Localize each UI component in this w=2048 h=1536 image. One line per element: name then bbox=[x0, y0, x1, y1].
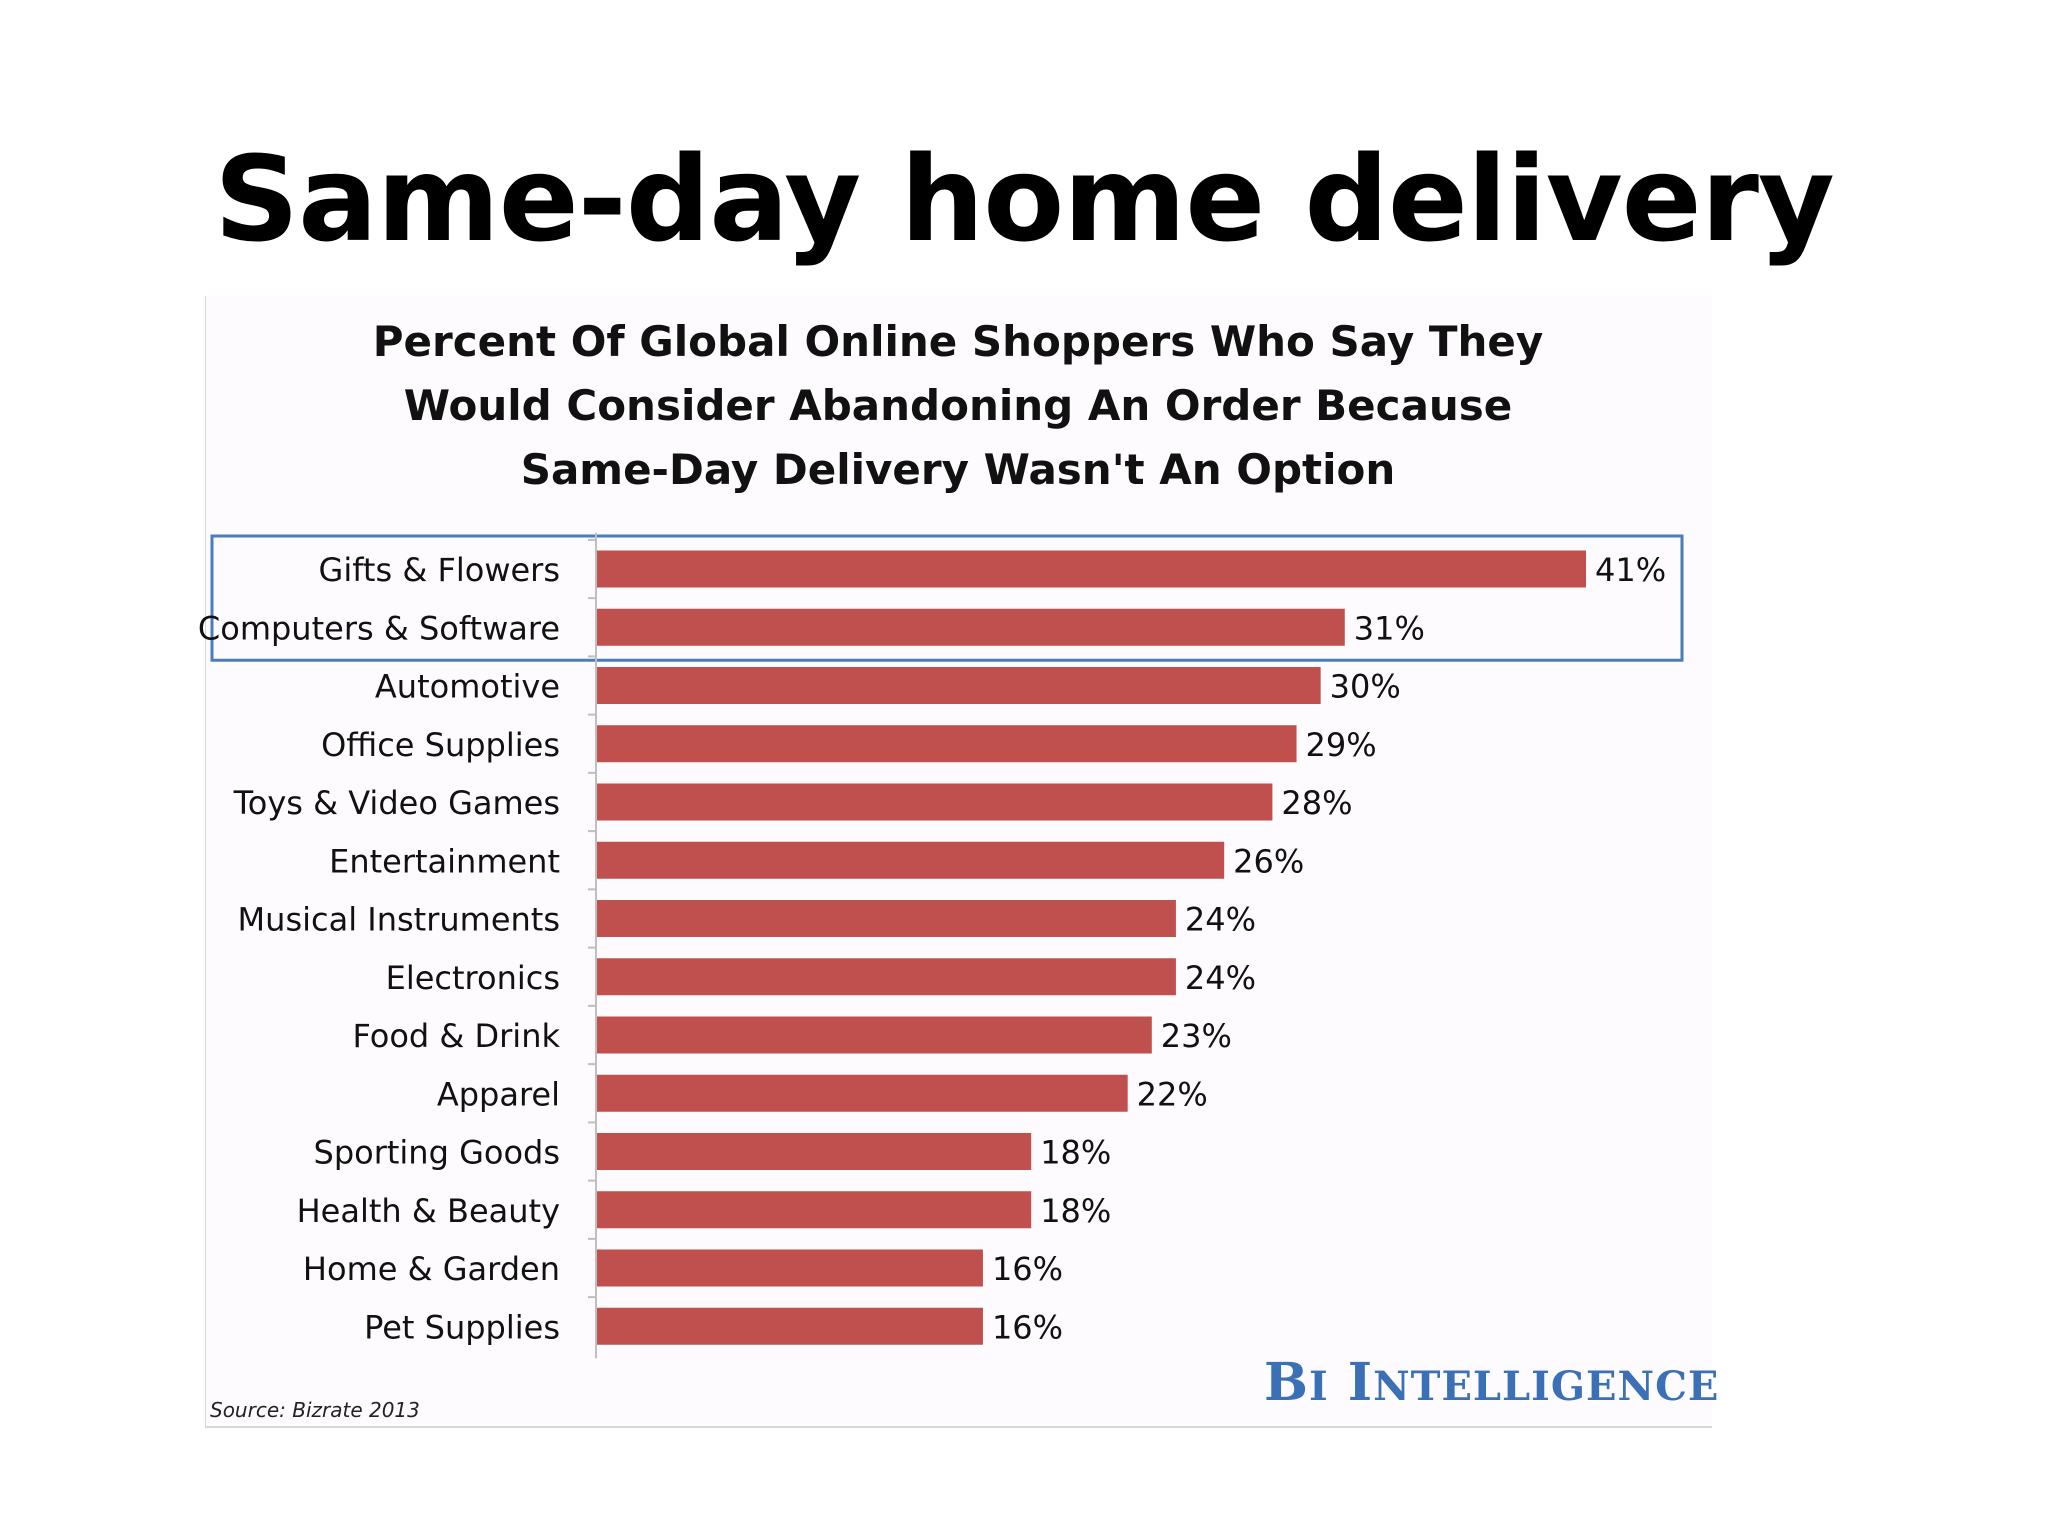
value-label: 16% bbox=[992, 1250, 1063, 1288]
value-label: 22% bbox=[1137, 1075, 1208, 1113]
category-label: Health & Beauty bbox=[297, 1192, 560, 1230]
value-label: 41% bbox=[1595, 551, 1666, 589]
value-label: 30% bbox=[1330, 668, 1401, 706]
bar bbox=[597, 1249, 983, 1287]
bi-intelligence-logo: BI INTELLIGENCE bbox=[1264, 1352, 1720, 1413]
category-label: Food & Drink bbox=[352, 1017, 560, 1055]
value-label: 31% bbox=[1354, 609, 1425, 647]
chart-title-line-2: Would Consider Abandoning An Order Becau… bbox=[403, 381, 1513, 430]
bar bbox=[597, 1016, 1152, 1054]
value-label: 24% bbox=[1185, 959, 1256, 997]
bar bbox=[597, 783, 1273, 821]
bar bbox=[597, 958, 1176, 996]
value-label: 18% bbox=[1040, 1134, 1111, 1172]
chart-title-line-3: Same-Day Delivery Wasn't An Option bbox=[520, 445, 1396, 494]
value-label: 24% bbox=[1185, 901, 1256, 939]
bar bbox=[597, 1307, 983, 1345]
category-label: Entertainment bbox=[329, 842, 560, 880]
chart-title: Percent Of Global Online Shoppers Who Sa… bbox=[205, 310, 1711, 502]
category-label: Office Supplies bbox=[321, 726, 560, 764]
category-label: Gifts & Flowers bbox=[319, 551, 560, 589]
value-label: 16% bbox=[992, 1308, 1063, 1346]
bar bbox=[597, 608, 1345, 646]
category-label: Electronics bbox=[386, 959, 560, 997]
category-label: Automotive bbox=[375, 668, 560, 706]
chart-title-line-1: Percent Of Global Online Shoppers Who Sa… bbox=[372, 317, 1544, 366]
bar bbox=[597, 900, 1176, 937]
category-label: Pet Supplies bbox=[364, 1308, 560, 1346]
value-label: 28% bbox=[1281, 784, 1352, 822]
value-label: 26% bbox=[1233, 842, 1304, 880]
bar bbox=[597, 667, 1321, 704]
bar bbox=[597, 841, 1225, 879]
bar bbox=[597, 1074, 1128, 1112]
bar bbox=[597, 550, 1586, 588]
slide-title: Same-day home delivery bbox=[214, 130, 1835, 268]
value-label: 29% bbox=[1306, 726, 1377, 764]
bar bbox=[597, 725, 1297, 763]
source-note: Source: Bizrate 2013 bbox=[210, 1398, 420, 1422]
value-label: 23% bbox=[1161, 1017, 1232, 1055]
category-label: Computers & Software bbox=[198, 609, 560, 647]
value-label: 18% bbox=[1040, 1192, 1111, 1230]
category-label: Sporting Goods bbox=[314, 1134, 561, 1172]
highlight-box bbox=[210, 534, 1684, 662]
bar bbox=[597, 1133, 1032, 1170]
category-label: Apparel bbox=[437, 1075, 560, 1113]
bar bbox=[597, 1191, 1032, 1229]
category-label: Musical Instruments bbox=[238, 901, 560, 939]
category-label: Toys & Video Games bbox=[233, 784, 560, 822]
category-label: Home & Garden bbox=[303, 1250, 560, 1288]
